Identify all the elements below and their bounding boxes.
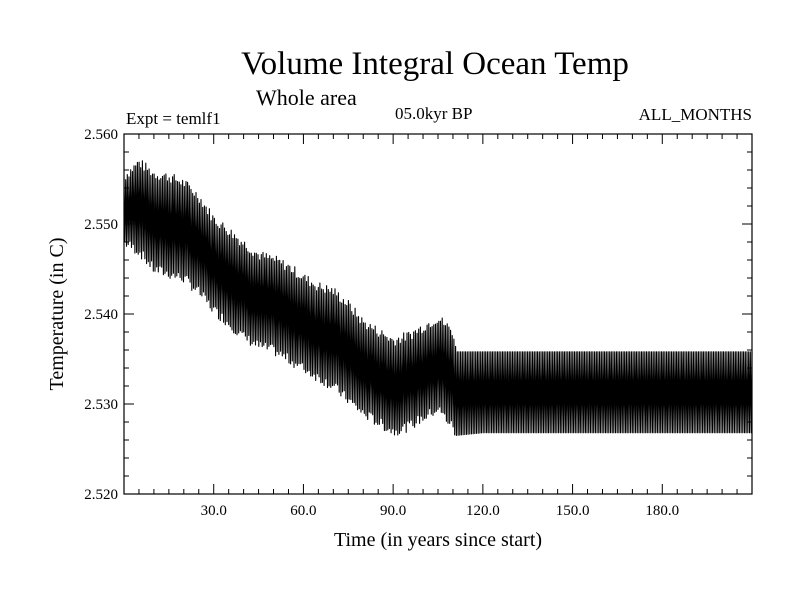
y-tick-label: 2.530 [84, 397, 118, 413]
chart-title: Volume Integral Ocean Temp [241, 46, 629, 82]
x-tick-label: 180.0 [645, 503, 679, 519]
period-label: 05.0kyr BP [395, 104, 473, 123]
x-tick-label: 30.0 [201, 503, 227, 519]
x-axis-label: Time (in years since start) [334, 529, 542, 551]
tick-labels: 2.520 2.530 2.540 2.550 2.560 30.0 60.0 90.0 120… [84, 127, 679, 519]
chart-subtitle: Whole area [256, 85, 357, 110]
y-axis-label: Temperature (in C) [46, 238, 68, 391]
y-tick-label: 2.560 [84, 127, 118, 143]
x-tick-label: 150.0 [556, 503, 590, 519]
y-tick-label: 2.520 [84, 487, 118, 503]
data-series [123, 160, 753, 437]
x-tick-label: 120.0 [466, 503, 500, 519]
temperature-series-line [123, 160, 753, 437]
x-tick-label: 60.0 [290, 503, 316, 519]
months-label: ALL_MONTHS [638, 105, 752, 124]
y-tick-label: 2.550 [84, 217, 118, 233]
x-tick-label: 90.0 [380, 503, 406, 519]
experiment-label: Expt = temlf1 [126, 109, 221, 128]
axis-ticks [124, 133, 752, 495]
y-tick-label: 2.540 [84, 307, 118, 323]
